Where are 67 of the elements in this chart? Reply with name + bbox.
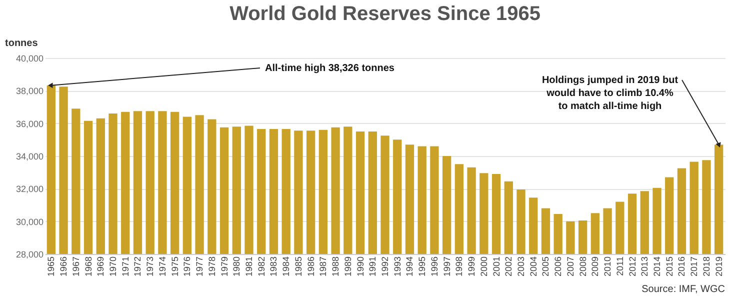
x-tick-label: 1988 xyxy=(330,256,341,277)
x-tick-label: 1976 xyxy=(182,256,192,277)
x-tick-label: 2001 xyxy=(491,256,502,277)
x-tick-label: 2015 xyxy=(664,256,674,277)
y-tick-label: 38,000 xyxy=(16,86,44,96)
x-tick-label: 1996 xyxy=(429,256,440,277)
x-tick-label: 1975 xyxy=(170,256,180,277)
x-tick-label: 1989 xyxy=(342,256,353,277)
x-tick-label: 2000 xyxy=(478,256,489,277)
x-tick-label: 2003 xyxy=(516,256,526,277)
x-tick-label: 2018 xyxy=(701,256,712,277)
y-tick-label: 34,000 xyxy=(16,152,44,162)
x-tick-label: 1990 xyxy=(355,256,366,277)
x-tick-label: 1983 xyxy=(268,256,279,277)
x-tick-label: 1991 xyxy=(368,256,378,277)
x-tick-label: 1994 xyxy=(404,256,415,277)
x-tick-label: 1974 xyxy=(157,256,168,277)
x-tick-label: 1982 xyxy=(256,256,266,277)
x-tick-label: 1998 xyxy=(454,256,464,277)
x-tick-label: 1978 xyxy=(206,256,217,277)
x-tick-label: 1992 xyxy=(380,256,390,277)
x-tick-label: 1980 xyxy=(232,256,242,277)
x-tick-label: 2017 xyxy=(689,256,700,277)
x-tick-label: 2010 xyxy=(602,256,613,277)
x-tick-label: 1966 xyxy=(58,256,69,277)
x-tick-label: 1986 xyxy=(306,256,316,277)
x-tick-label: 1972 xyxy=(132,256,143,277)
x-tick-label: 2011 xyxy=(614,256,625,276)
x-tick-label: 2019 xyxy=(714,256,724,277)
x-tick-label: 1979 xyxy=(219,256,230,277)
annotation: Holdings jumped in 2019 but would have to climb 10.4% to match all-time high xyxy=(542,75,679,112)
x-tick-label: 1977 xyxy=(194,256,205,277)
x-tick-label: 2005 xyxy=(540,256,551,277)
x-tick-label: 1970 xyxy=(108,256,118,277)
x-tick-label: 2006 xyxy=(553,256,564,277)
x-tick-label: 2007 xyxy=(565,256,576,277)
y-tick-label: 40,000 xyxy=(16,54,44,64)
x-tick-label: 2002 xyxy=(504,256,514,277)
source-note: Source: IMF, WGC xyxy=(642,284,725,295)
x-tick-label: 2008 xyxy=(578,256,588,277)
y-axis-title: tonnes xyxy=(5,38,38,49)
x-tick-label: 2009 xyxy=(590,256,600,277)
x-tick-label: 1973 xyxy=(145,256,156,277)
chart-title: World Gold Reserves Since 1965 xyxy=(230,3,540,25)
x-tick-label: 1995 xyxy=(417,256,428,277)
x-tick-label: 1981 xyxy=(244,256,254,277)
x-tick-label: 1967 xyxy=(70,256,81,277)
x-tick-label: 1985 xyxy=(293,256,304,277)
x-tick-label: 2004 xyxy=(528,256,538,277)
x-tick-label: 1999 xyxy=(466,256,477,277)
x-tick-label: 1968 xyxy=(83,256,94,277)
x-tick-label: 1965 xyxy=(46,256,56,277)
x-tick-label: 2012 xyxy=(627,256,638,277)
y-tick-label: 30,000 xyxy=(16,216,44,227)
x-tick-label: 1969 xyxy=(96,256,106,277)
x-tick-label: 2013 xyxy=(640,256,650,277)
y-tick-label: 32,000 xyxy=(16,184,44,194)
x-tick-label: 2016 xyxy=(676,256,687,277)
x-tick-label: 1997 xyxy=(442,256,452,277)
x-tick-label: 1984 xyxy=(281,256,292,277)
x-tick-label: 1971 xyxy=(120,256,130,277)
annotation: All-time high 38,326 tonnes xyxy=(265,63,395,74)
y-tick-label: 28,000 xyxy=(16,250,44,260)
y-tick-label: 36,000 xyxy=(16,118,44,129)
x-tick-label: 1993 xyxy=(392,256,402,277)
x-tick-label: 1987 xyxy=(318,256,328,277)
x-tick-label: 2014 xyxy=(652,256,662,277)
